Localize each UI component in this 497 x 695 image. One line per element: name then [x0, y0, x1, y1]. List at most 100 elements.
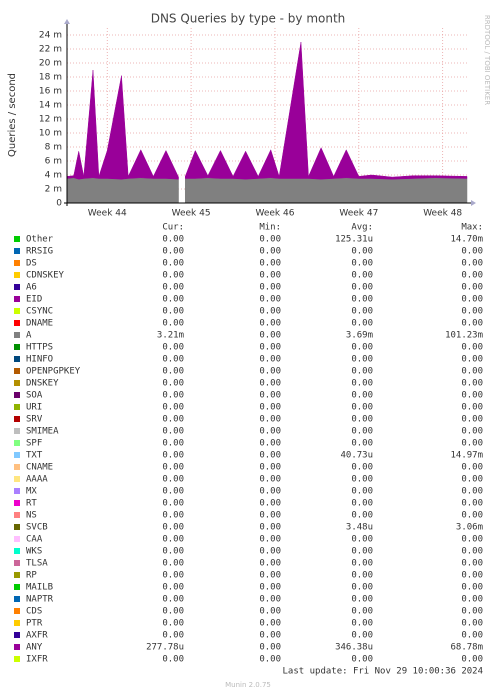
legend-cur: 0.00: [162, 559, 184, 569]
x-tick-label: Week 45: [172, 209, 211, 219]
legend-cur: 0.00: [162, 391, 184, 401]
legend-swatch: [14, 344, 20, 350]
legend-name: ANY: [26, 643, 43, 653]
y-tick-label: 16 m: [39, 87, 62, 97]
legend-cur: 0.00: [162, 655, 184, 665]
legend-avg: 0.00: [351, 379, 373, 389]
y-tick-label: 14 m: [39, 101, 62, 111]
legend-swatch: [14, 368, 20, 374]
legend-name: URI: [26, 403, 42, 413]
legend-name: NS: [26, 511, 37, 521]
legend-min: 0.00: [259, 415, 281, 425]
legend-swatch: [14, 284, 20, 290]
legend-cur: 0.00: [162, 415, 184, 425]
area: [66, 177, 468, 204]
legend-avg: 125.31u: [335, 235, 373, 245]
legend-max: 14.97m: [450, 451, 483, 461]
legend-max: 0.00: [461, 403, 483, 413]
legend-name: WKS: [26, 547, 42, 557]
legend-name: CDNSKEY: [26, 271, 65, 281]
legend-max: 0.00: [461, 319, 483, 329]
legend-max: 0.00: [461, 655, 483, 665]
legend-max: 0.00: [461, 535, 483, 545]
legend-min: 0.00: [259, 523, 281, 533]
legend-name: RT: [26, 499, 37, 509]
legend-max: 0.00: [461, 247, 483, 257]
legend-avg: 346.38u: [335, 643, 373, 653]
legend-swatch: [14, 392, 20, 398]
legend-swatch: [14, 440, 20, 446]
legend-swatch: [14, 428, 20, 434]
legend-cur: 0.00: [162, 631, 184, 641]
legend-swatch: [14, 644, 20, 650]
legend-cur: 0.00: [162, 271, 184, 281]
legend-min: 0.00: [259, 463, 281, 473]
legend-max: 3.06m: [456, 523, 483, 533]
legend-max: 0.00: [461, 295, 483, 305]
legend-cur: 0.00: [162, 367, 184, 377]
area: [66, 41, 468, 180]
legend-cur: 0.00: [162, 379, 184, 389]
legend-min: 0.00: [259, 595, 281, 605]
legend-cur: 0.00: [162, 355, 184, 365]
legend-name: RRSIG: [26, 247, 53, 257]
legend-name: CSYNC: [26, 307, 53, 317]
legend-swatch: [14, 572, 20, 578]
legend-max: 0.00: [461, 283, 483, 293]
legend-avg: 0.00: [351, 571, 373, 581]
legend-avg: 0.00: [351, 559, 373, 569]
legend-swatch: [14, 596, 20, 602]
legend-max: 0.00: [461, 415, 483, 425]
legend-max: 0.00: [461, 391, 483, 401]
legend-swatch: [14, 620, 20, 626]
legend-avg: 0.00: [351, 583, 373, 593]
x-tick-label: Week 47: [339, 209, 378, 219]
legend-cur: 0.00: [162, 343, 184, 353]
legend-max: 0.00: [461, 463, 483, 473]
legend-avg: 0.00: [351, 343, 373, 353]
y-tick-label: 12 m: [39, 115, 62, 125]
legend-min: 0.00: [259, 355, 281, 365]
side-text: RRDTOOL / TOBI OETIKER: [483, 15, 491, 105]
legend-avg: 0.00: [351, 511, 373, 521]
legend-swatch: [14, 548, 20, 554]
legend-swatch: [14, 584, 20, 590]
legend-min: 0.00: [259, 271, 281, 281]
legend-max: 0.00: [461, 631, 483, 641]
axis-arrow: [64, 19, 70, 24]
legend-max: 0.00: [461, 559, 483, 569]
y-tick-label: 8 m: [45, 143, 62, 153]
legend-min: 0.00: [259, 655, 281, 665]
legend-cur: 0.00: [162, 451, 184, 461]
legend-name: NAPTR: [26, 595, 54, 605]
legend-name: EID: [26, 295, 42, 305]
legend-max: 0.00: [461, 571, 483, 581]
legend-min: 0.00: [259, 547, 281, 557]
axis-arrow: [471, 200, 476, 206]
legend-avg: 0.00: [351, 535, 373, 545]
legend-min: 0.00: [259, 439, 281, 449]
legend-swatch: [14, 296, 20, 302]
legend-min: 0.00: [259, 475, 281, 485]
legend-min: 0.00: [259, 403, 281, 413]
column-header: Cur:: [162, 223, 184, 233]
legend-cur: 0.00: [162, 547, 184, 557]
legend-avg: 0.00: [351, 619, 373, 629]
legend-avg: 0.00: [351, 595, 373, 605]
column-header: Avg:: [351, 223, 373, 233]
legend-cur: 0.00: [162, 535, 184, 545]
legend-max: 0.00: [461, 475, 483, 485]
legend-cur: 0.00: [162, 607, 184, 617]
legend-avg: 0.00: [351, 271, 373, 281]
legend-max: 68.78m: [450, 643, 483, 653]
legend-swatch: [14, 500, 20, 506]
y-tick-label: 2 m: [45, 185, 62, 195]
legend-cur: 0.00: [162, 247, 184, 257]
legend-cur: 0.00: [162, 595, 184, 605]
legend-max: 0.00: [461, 487, 483, 497]
legend-name: MAILB: [26, 583, 53, 593]
legend-name: IXFR: [26, 655, 48, 665]
legend-avg: 0.00: [351, 631, 373, 641]
legend-min: 0.00: [259, 643, 281, 653]
legend-max: 0.00: [461, 499, 483, 509]
